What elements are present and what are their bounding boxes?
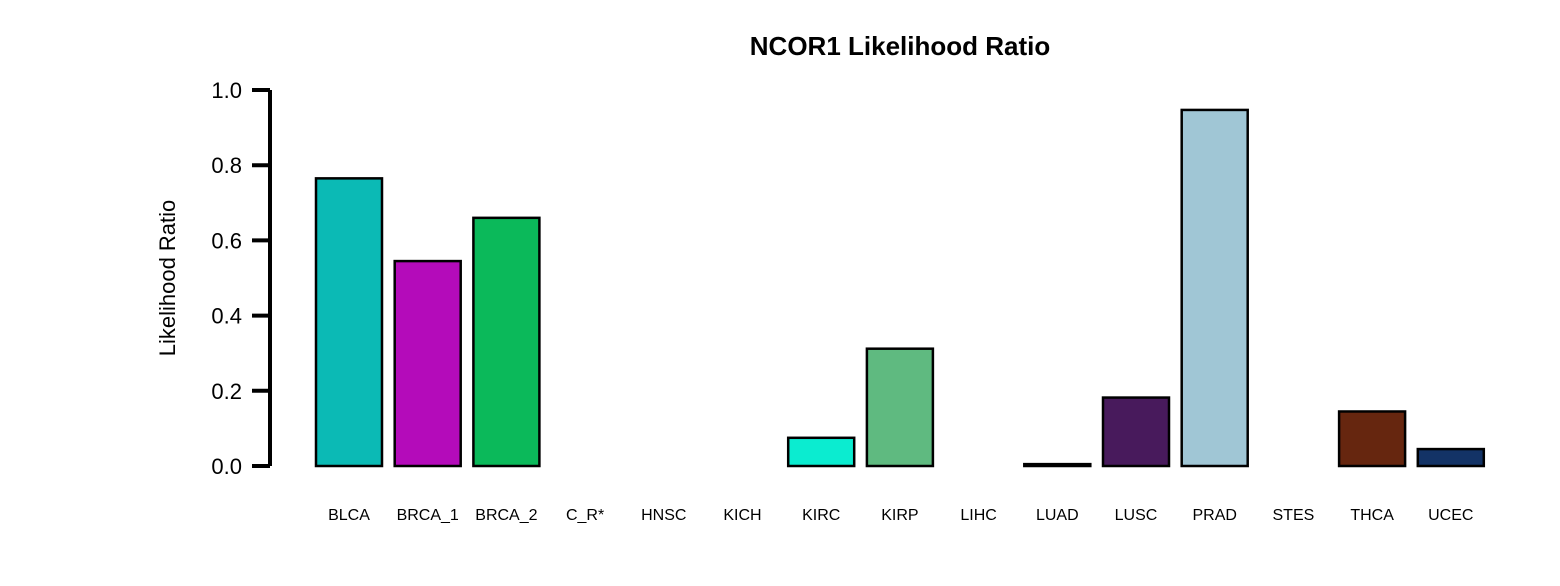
x-tick-labels: BLCA BRCA_1 BRCA_2 C_R* HNSC KICH KIRC KIRP LIHC…	[328, 507, 1473, 524]
y-axis: 0.0 0.2 0.4 0.6 0.8 1.0	[211, 78, 272, 479]
y-tick-label: 0.2	[211, 379, 242, 404]
bar-kirc	[786, 436, 856, 468]
bar-luad	[1023, 462, 1092, 468]
y-axis-label: Likelihood Ratio	[155, 200, 180, 357]
bar-prad	[1180, 108, 1249, 468]
bar-lusc	[1101, 396, 1171, 468]
x-tick-label: LIHC	[960, 507, 996, 524]
bar-brca-1	[393, 259, 462, 468]
x-tick-label: STES	[1273, 507, 1315, 524]
x-tick-label: UCEC	[1428, 507, 1473, 524]
x-tick-label: LUSC	[1115, 507, 1158, 524]
bars	[314, 108, 1486, 468]
x-tick-label: C_R*	[566, 507, 604, 524]
bar-kirp	[865, 347, 935, 468]
bar-thca	[1337, 410, 1407, 468]
bar-brca-2	[472, 216, 541, 468]
y-tick-label: 0.0	[211, 454, 242, 479]
x-tick-label: BRCA_1	[397, 507, 459, 524]
x-tick-label: HNSC	[641, 507, 686, 524]
chart-title: NCOR1 Likelihood Ratio	[750, 31, 1050, 61]
x-tick-label: BLCA	[328, 507, 370, 524]
y-tick-label: 0.8	[211, 153, 242, 178]
x-tick-label: THCA	[1350, 507, 1394, 524]
x-tick-label: BRCA_2	[475, 507, 537, 524]
x-tick-label: PRAD	[1192, 507, 1236, 524]
x-tick-label: LUAD	[1036, 507, 1079, 524]
bar-blca	[314, 177, 384, 468]
y-tick-label: 0.6	[211, 228, 242, 253]
y-tick-label: 1.0	[211, 78, 242, 103]
y-tick-label: 0.4	[211, 304, 242, 329]
x-tick-label: KIRP	[881, 507, 918, 524]
bar-ucec	[1416, 447, 1486, 468]
x-tick-label: KIRC	[802, 507, 840, 524]
x-tick-label: KICH	[723, 507, 761, 524]
